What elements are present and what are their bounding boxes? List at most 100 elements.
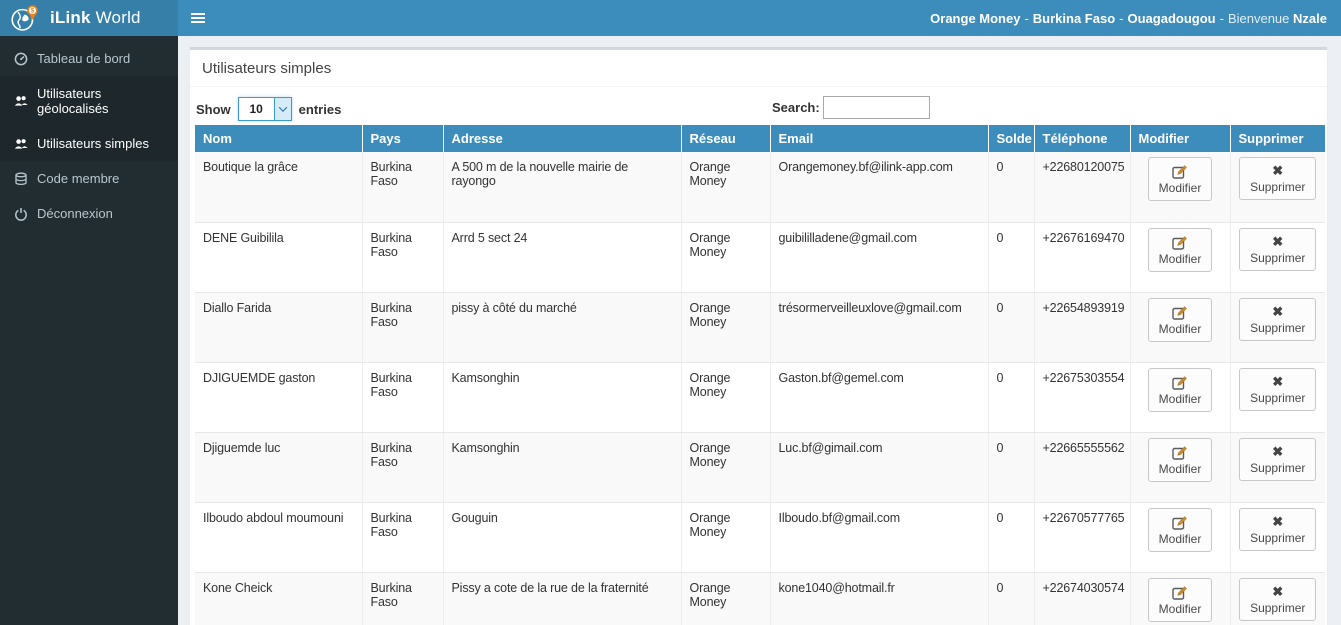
dashboard-icon <box>14 52 28 66</box>
modify-button[interactable]: Modifier <box>1147 437 1213 482</box>
column-header-nom[interactable]: Nom <box>195 125 363 152</box>
cell-adresse: Kamsonghin <box>443 432 682 503</box>
sidebar-item-dashboard[interactable]: Tableau de bord <box>0 41 178 76</box>
delete-button[interactable]: ✖ Supprimer <box>1239 157 1317 200</box>
cell-reseau: Orange Money <box>681 362 771 433</box>
sidebar-toggle-button[interactable] <box>178 0 218 36</box>
cell-nom: Diallo Farida <box>195 292 363 363</box>
modify-button[interactable]: Modifier <box>1147 227 1213 272</box>
cell-telephone: +22654893919 <box>1034 292 1131 363</box>
column-header-reseau[interactable]: Réseau <box>681 125 771 152</box>
column-header-pays[interactable]: Pays <box>362 125 444 152</box>
delete-button[interactable]: ✖ Supprimer <box>1239 227 1317 271</box>
cell-reseau: Orange Money <box>681 292 771 363</box>
users-icon <box>14 94 28 108</box>
panel-header: Utilisateurs simples <box>190 50 1327 87</box>
content-area: Utilisateurs simples Show 10 entries <box>178 36 1341 625</box>
modify-button[interactable]: Modifier <box>1147 367 1213 412</box>
delete-button[interactable]: ✖ Supprimer <box>1239 367 1317 411</box>
power-icon <box>14 207 28 221</box>
cell-pays: Burkina Faso <box>362 292 444 363</box>
table-row: Boutique la grâce Burkina Faso A 500 m d… <box>195 152 1325 223</box>
column-header-solde[interactable]: Solde <box>988 125 1035 152</box>
cell-adresse: Arrd 5 sect 24 <box>443 222 682 293</box>
cell-solde: 0 <box>988 432 1035 503</box>
modify-button-label: Modifier <box>1158 321 1202 336</box>
modify-button[interactable]: Modifier <box>1147 157 1213 201</box>
sidebar-item-deconnexion[interactable]: Déconnexion <box>0 196 178 231</box>
delete-button-label: Supprimer <box>1250 390 1306 405</box>
modify-button-label: Modifier <box>1158 531 1202 546</box>
chevron-down-icon <box>273 98 291 120</box>
cell-reseau: Orange Money <box>681 572 771 625</box>
table-row: DENE Guibilila Burkina Faso Arrd 5 sect … <box>195 222 1325 293</box>
cell-supprimer: ✖ Supprimer <box>1230 292 1325 363</box>
delete-icon: ✖ <box>1272 583 1284 599</box>
delete-button[interactable]: ✖ Supprimer <box>1239 577 1317 621</box>
delete-icon: ✖ <box>1272 443 1284 459</box>
delete-button[interactable]: ✖ Supprimer <box>1239 437 1317 481</box>
cell-supprimer: ✖ Supprimer <box>1230 222 1325 293</box>
cell-solde: 0 <box>988 572 1035 625</box>
navbar-network: Orange Money <box>930 10 1021 26</box>
delete-button-label: Supprimer <box>1250 180 1306 194</box>
column-header-adresse[interactable]: Adresse <box>443 125 682 152</box>
cell-email: Orangemoney.bf@ilink-app.com <box>770 152 989 223</box>
cell-solde: 0 <box>988 152 1035 223</box>
sidebar-item-label: Utilisateurs géolocalisés <box>37 86 109 116</box>
cell-pays: Burkina Faso <box>362 362 444 433</box>
modify-button[interactable]: Modifier <box>1147 297 1213 342</box>
cell-telephone: +22670577765 <box>1034 502 1131 573</box>
sidebar-item-utilisateurs-geolocalises[interactable]: Utilisateurs géolocalisés <box>0 76 178 126</box>
delete-button-label: Supprimer <box>1250 250 1306 265</box>
cell-email: kone1040@hotmail.fr <box>770 572 989 625</box>
delete-button-label: Supprimer <box>1250 320 1306 335</box>
edit-icon <box>1172 585 1188 600</box>
entries-label: entries <box>298 101 342 117</box>
cell-supprimer: ✖ Supprimer <box>1230 362 1325 433</box>
modify-button[interactable]: Modifier <box>1147 507 1213 552</box>
delete-button-label: Supprimer <box>1250 600 1306 615</box>
delete-button[interactable]: ✖ Supprimer <box>1239 507 1317 551</box>
cell-solde: 0 <box>988 502 1035 573</box>
cell-modifier: Modifier <box>1130 362 1231 433</box>
delete-button-label: Supprimer <box>1250 530 1306 545</box>
column-header-modifier: Modifier <box>1130 125 1231 152</box>
column-header-telephone[interactable]: Téléphone <box>1034 125 1131 152</box>
cell-nom: DJIGUEMDE gaston <box>195 362 363 433</box>
page-size-select[interactable]: 10 <box>237 97 292 121</box>
column-header-email[interactable]: Email <box>770 125 989 152</box>
cell-supprimer: ✖ Supprimer <box>1230 152 1325 223</box>
modify-button-label: Modifier <box>1158 251 1202 266</box>
cell-pays: Burkina Faso <box>362 502 444 573</box>
edit-icon <box>1172 445 1188 460</box>
globe-pin-logo-icon: $ <box>10 3 40 33</box>
navbar-username: Nzale <box>1293 10 1327 26</box>
delete-button[interactable]: ✖ Supprimer <box>1239 297 1317 341</box>
table-row: Diallo Farida Burkina Faso pissy à côté … <box>195 292 1325 363</box>
delete-icon: ✖ <box>1272 163 1284 178</box>
brand-logo-area[interactable]: $ iLink World <box>0 0 178 36</box>
cell-email: guibililladene@gmail.com <box>770 222 989 293</box>
cell-email: Ilboudo.bf@gmail.com <box>770 502 989 573</box>
show-label: Show <box>196 101 231 117</box>
edit-icon <box>1172 305 1188 320</box>
cell-solde: 0 <box>988 292 1035 363</box>
modify-button[interactable]: Modifier <box>1147 577 1213 622</box>
cell-nom: Boutique la grâce <box>195 152 363 223</box>
navbar-context-text: Orange Money - Burkina Faso - Ouagadougou - Bi… <box>930 10 1327 26</box>
sidebar-item-utilisateurs-simples[interactable]: Utilisateurs simples <box>0 126 178 161</box>
edit-icon <box>1172 515 1188 530</box>
search-label: Search: <box>772 100 820 115</box>
delete-icon: ✖ <box>1272 303 1284 319</box>
cell-pays: Burkina Faso <box>362 152 444 223</box>
app-title: iLink World <box>50 8 141 27</box>
logo-currency-symbol: $ <box>31 8 35 15</box>
cell-nom: DENE Guibilila <box>195 222 363 293</box>
delete-icon: ✖ <box>1272 513 1284 529</box>
sidebar-item-label: Tableau de bord <box>37 51 131 66</box>
search-input[interactable] <box>822 96 930 119</box>
sidebar-item-code-membre[interactable]: Code membre <box>0 161 178 196</box>
navbar-welcome: Bienvenue <box>1227 10 1290 26</box>
